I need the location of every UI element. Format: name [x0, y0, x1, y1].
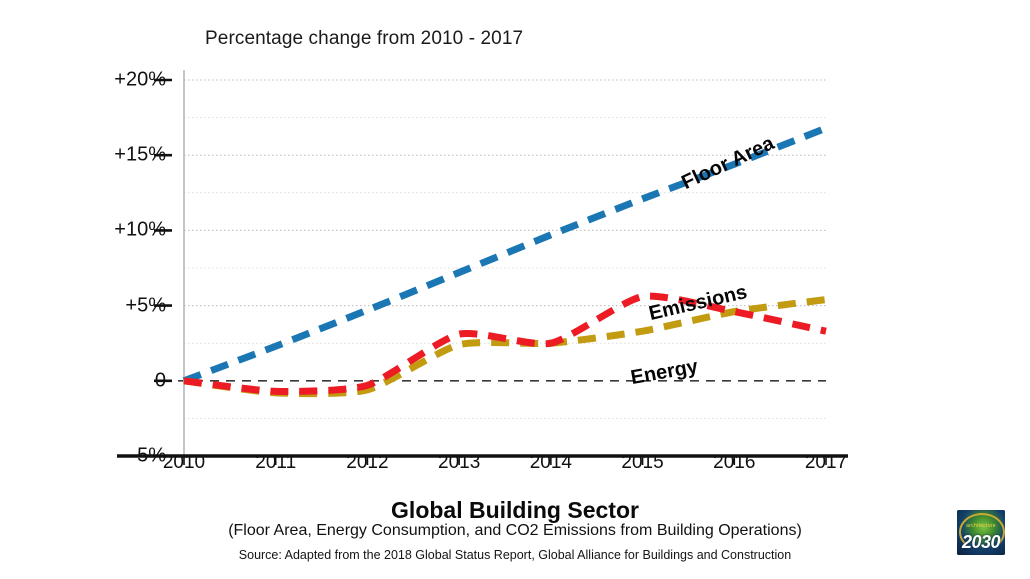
y-axis-tick-label-text: -5%	[130, 444, 166, 467]
y-axis-tick-label-text: +20%	[114, 68, 166, 91]
x-axis-tick-label: 2017	[804, 452, 848, 473]
y-axis-tick-label-text: 0	[154, 369, 166, 392]
caption-subtitle: (Floor Area, Energy Consumption, and CO2…	[228, 522, 802, 539]
x-axis-tick-label: 2011	[255, 452, 297, 473]
logo-ring-icon	[959, 513, 1005, 551]
chart-title: Percentage change from 2010 - 2017	[205, 28, 524, 49]
series-line-floor-area	[182, 124, 828, 385]
series-line-emissions	[183, 292, 827, 395]
y-axis-tick-label-text: +5%	[125, 294, 166, 317]
x-axis-tick-label: 2013	[438, 452, 481, 473]
caption-source: Source: Adapted from the 2018 Global Sta…	[238, 548, 792, 562]
architecture-2030-logo-icon: architecture 2030	[957, 510, 1005, 555]
x-axis-tick-label: 2012	[346, 452, 389, 473]
x-axis-tick-label: 2015	[621, 452, 664, 473]
x-axis-tick-label: 2016	[713, 452, 756, 473]
caption-main-title: Global Building Sector	[391, 497, 639, 523]
x-axis-tick-label: 2010	[162, 452, 206, 473]
logo-year-label: 2030	[961, 532, 1001, 552]
y-axis-tick-label-text: +10%	[114, 218, 166, 241]
logo-word-label: architecture	[966, 523, 996, 529]
y-axis-tick-label-text: +15%	[114, 143, 166, 166]
x-axis-tick-label: 2014	[529, 452, 572, 473]
